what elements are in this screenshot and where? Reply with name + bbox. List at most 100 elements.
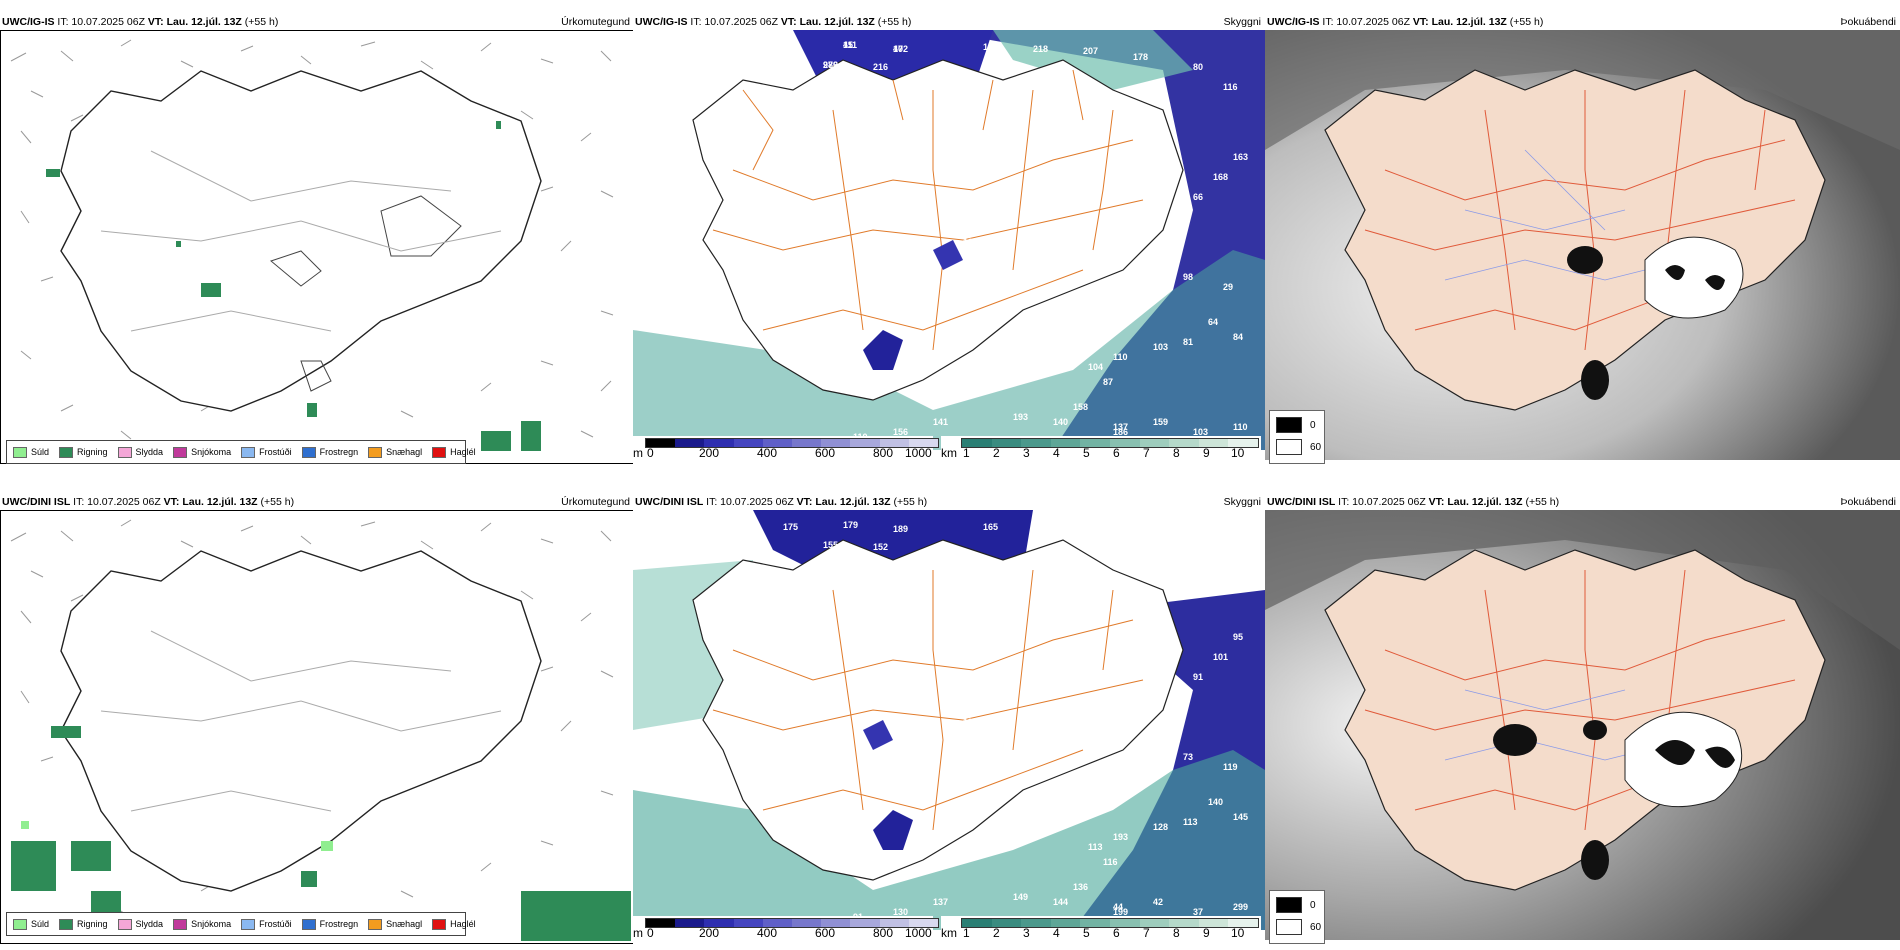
cloud-base-value: 81 [1183, 337, 1193, 347]
fog-map[interactable] [1265, 510, 1900, 940]
cloud-base-value: 116 [1223, 82, 1238, 92]
cloud-base-value: 165 [983, 522, 998, 532]
cloud-map[interactable]: 175 179 189 155 152 144 189 162 183 165 199 118 88 90… [633, 510, 1265, 930]
cloud-base-value: 193 [1013, 412, 1028, 422]
cloud-base-value: 103 [1153, 342, 1168, 352]
rain-patch [46, 169, 60, 177]
colorbar-segment [962, 919, 992, 927]
precip-map[interactable] [0, 510, 634, 944]
visibility-colorbar [961, 438, 1259, 448]
panel-title: UWC/DINI ISL IT: 10.07.2025 06Z VT: Lau.… [1267, 496, 1560, 508]
panel-precip-top: UWC/IG-IS IT: 10.07.2025 06Z VT: Lau. 12… [0, 14, 634, 464]
colorbar-segment [991, 439, 1022, 447]
cloud-base-value: 73 [1183, 752, 1193, 762]
visibility-colorbar [961, 918, 1259, 928]
cloud-base-value: 45 [843, 40, 853, 50]
colorbar-segment [962, 439, 992, 447]
cloud-base-value: 144 [913, 552, 928, 562]
cloud-base-value: 183 [933, 562, 948, 572]
colorbar-segment [733, 919, 763, 927]
cloud-base-value: 29 [1223, 282, 1233, 292]
colorbar-segment [879, 439, 909, 447]
colorbar-segment [1139, 919, 1170, 927]
cloud-base-value: 162 [863, 572, 878, 582]
legend-item: Haglél [432, 446, 476, 458]
cloud-base-value: 152 [873, 542, 888, 552]
cloud-base-value: 101 [1213, 652, 1228, 662]
colorbar-segment [1021, 919, 1051, 927]
parameter-label: Skyggni [1223, 496, 1261, 508]
cloud-base-value: 145 [1233, 812, 1248, 822]
fog-legend: 0 60 [1269, 410, 1325, 464]
colorbar-segment [991, 919, 1022, 927]
cloud-base-value: 128 [1153, 822, 1168, 832]
cloud-base-value: 199 [1033, 524, 1048, 534]
cloud-base-value: 156 [893, 427, 908, 437]
cloud-base-value: 88 [1133, 532, 1143, 542]
panel-cloud-bottom: UWC/DINI ISL IT: 10.07.2025 06Z VT: Lau.… [633, 494, 1265, 944]
cloud-base-value: 87 [1103, 377, 1113, 387]
iceland-outline-map [10, 39, 614, 451]
colorbar-segment [1228, 919, 1258, 927]
colorbar-segment [1080, 919, 1110, 927]
legend-item: Slydda [117, 446, 163, 458]
cloud-base-value: 64 [1208, 317, 1218, 327]
colorbar-segment [704, 439, 734, 447]
cloud-base-value: 119 [1223, 762, 1238, 772]
cloud-base-value: 91 [1193, 672, 1203, 682]
cloud-base-value: 149 [1013, 892, 1028, 902]
legend-item: Snæhagl [368, 446, 422, 458]
cloud-base-value: 179 [843, 520, 858, 530]
colorbar-segment [1050, 439, 1081, 447]
cloud-base-value: 137 [933, 897, 948, 907]
colorbar-segment [646, 439, 676, 447]
cloud-base-value: 130 [893, 907, 908, 917]
cloud-base-value: 111 [843, 40, 857, 50]
colorbar-segment [821, 439, 851, 447]
cloud-base-value: 106 [863, 92, 878, 102]
colorbar-segment [850, 919, 880, 927]
cloud-base-value: 116 [1103, 857, 1118, 867]
cloud-base-value: 289 [823, 60, 838, 70]
colorbar-segment [792, 919, 822, 927]
cloud-base-value: 140 [1053, 417, 1068, 427]
cloud-base-value: 103 [1193, 427, 1208, 437]
precip-type-legend: Súld Rigning Slydda Snjókoma Frostúði Fr… [6, 440, 476, 464]
colorbar-segment [762, 919, 793, 927]
colorbar-segment [733, 439, 763, 447]
cloud-map[interactable]: 299 111 102 289 216 187 114 106 251 121 218 207 178 8… [633, 30, 1265, 450]
panel-title: UWC/IG-IS IT: 10.07.2025 06Z VT: Lau. 12… [2, 14, 278, 30]
colorbar-segment [908, 439, 939, 447]
cloud-base-value: 189 [813, 562, 828, 572]
iceland-outline-map [10, 519, 631, 941]
cloud-base-value: 158 [1073, 402, 1088, 412]
cloud-base-value: 189 [893, 524, 908, 534]
cloud-base-value: 140 [1208, 797, 1223, 807]
scale-unit: m [633, 446, 643, 460]
cloud-base-value: 118 [1083, 526, 1098, 536]
legend-swatch [13, 446, 27, 458]
cloud-base-value: 113 [1183, 817, 1198, 827]
cloud-base-map: 299 111 102 289 216 187 114 106 251 121 218 207 178 8… [633, 30, 1265, 450]
cloud-base-value: 299 [783, 42, 798, 52]
cloud-base-value: 84 [1233, 332, 1243, 342]
lead-time: (+55 h) [241, 16, 279, 28]
cloud-base-value: 116 [963, 717, 978, 727]
colorbar-segment [704, 919, 734, 927]
fog-indicator-map [1265, 510, 1900, 940]
colorbar-segment [1109, 439, 1140, 447]
fog-map[interactable] [1265, 30, 1900, 460]
model-name: UWC/IG-IS [2, 16, 55, 28]
cloud-base-value: 80 [1193, 62, 1203, 72]
colorbar-segment [1080, 439, 1110, 447]
fog-indicator-map [1265, 30, 1900, 460]
cloud-base-value: 110 [1113, 352, 1128, 362]
legend-item: Frostúði [241, 446, 292, 458]
legend-item: Snjókoma [173, 446, 231, 458]
colorbar-segment [850, 439, 880, 447]
colorbar-segment [762, 439, 793, 447]
colorbar-segment [1050, 919, 1081, 927]
cloud-base-value: 98 [1183, 272, 1193, 282]
precip-map[interactable] [0, 30, 634, 464]
cloud-base-value: 113 [1088, 842, 1103, 852]
